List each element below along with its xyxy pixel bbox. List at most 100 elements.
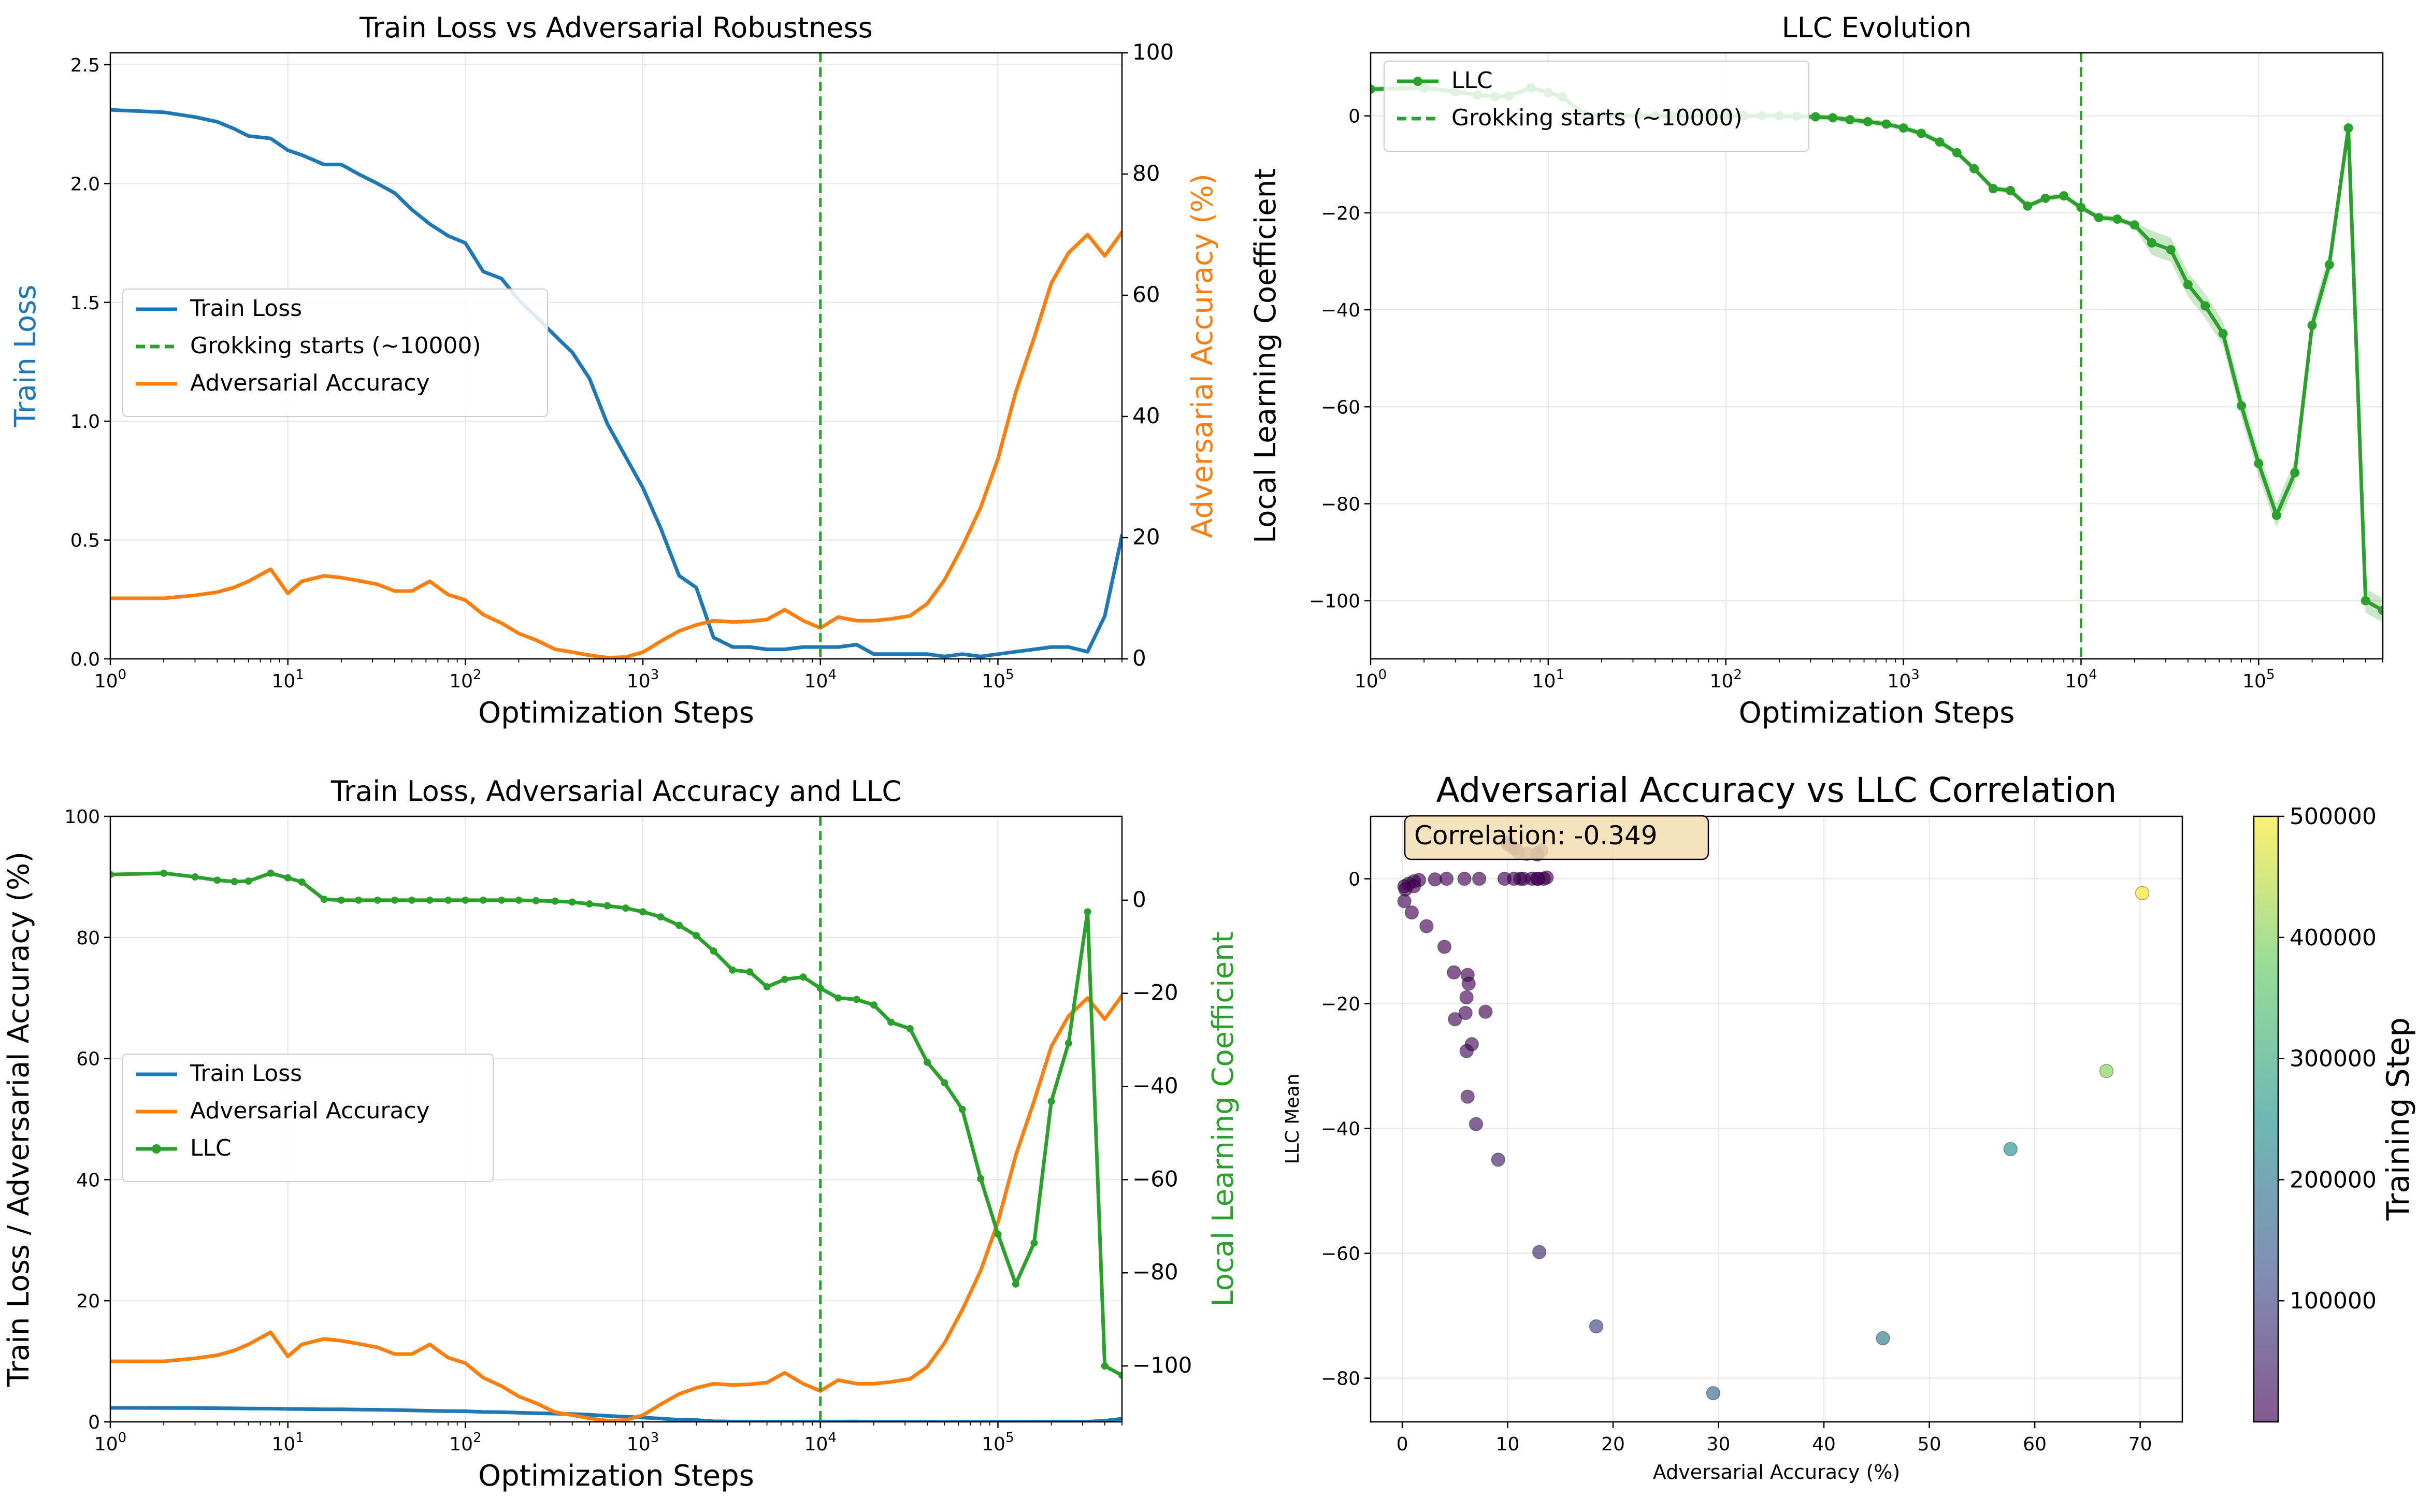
legend-marker — [152, 1144, 161, 1154]
y-right-tick-label: 20 — [1132, 524, 1160, 550]
scatter-point — [1459, 1044, 1474, 1058]
y-right-tick-label: 40 — [1132, 403, 1160, 428]
llc-marker — [2023, 201, 2033, 211]
llc-marker — [1810, 112, 1820, 122]
scatter-point — [1458, 1005, 1473, 1020]
colorbar-label: Training Step — [2380, 1017, 2416, 1221]
llc-marker — [746, 968, 754, 976]
y-right-tick-label: −100 — [1132, 1352, 1192, 1378]
legend-label: LLC — [190, 1135, 232, 1161]
y-tick-label: 0 — [88, 1412, 100, 1433]
llc-marker — [1845, 115, 1855, 125]
y-tick-label: 2.5 — [70, 55, 100, 76]
x-tick-label: 10 — [1496, 1434, 1520, 1455]
llc-marker — [1952, 148, 1962, 157]
y-tick-label: −20 — [1321, 203, 1360, 224]
llc-marker — [710, 947, 717, 955]
x-tick-label: 50 — [1918, 1434, 1941, 1455]
legend-box — [1384, 61, 1809, 152]
llc-marker — [551, 897, 559, 905]
llc-marker — [110, 871, 114, 879]
llc-marker — [1828, 113, 1838, 123]
y-axis-label: Train Loss / Adversarial Accuracy (%) — [2, 852, 36, 1387]
x-tick-label: 30 — [1707, 1434, 1731, 1455]
y-tick-label: 20 — [76, 1291, 100, 1312]
x-tick-label: 103 — [627, 1430, 659, 1455]
adversarial-accuracy-line — [110, 230, 1122, 659]
x-tick-label: 100 — [94, 667, 126, 692]
llc-marker — [603, 902, 611, 910]
y-right-tick-label: 0 — [1132, 887, 1146, 912]
llc-marker — [408, 896, 416, 904]
x-tick-label: 101 — [1532, 667, 1564, 692]
x-axis-label: Adversarial Accuracy (%) — [1653, 1461, 1900, 1484]
llc-marker — [1988, 184, 1998, 194]
colorbar-tick-label: 200000 — [2290, 1167, 2377, 1193]
llc-marker — [2094, 213, 2104, 223]
llc-marker — [444, 896, 452, 904]
chart-title: Adversarial Accuracy vs LLC Correlation — [1436, 770, 2117, 810]
llc-marker — [729, 966, 737, 974]
llc-marker — [1917, 128, 1926, 138]
llc-marker — [853, 996, 860, 1003]
llc-marker — [213, 876, 221, 884]
x-tick-label: 40 — [1812, 1434, 1836, 1455]
llc-marker — [693, 932, 700, 940]
llc-marker — [244, 877, 252, 885]
y-axis-label: LLC Mean — [1282, 1074, 1303, 1164]
llc-marker — [284, 874, 292, 882]
x-tick-label: 104 — [804, 667, 837, 692]
y-tick-label: 60 — [76, 1049, 100, 1070]
llc-marker — [191, 873, 199, 881]
llc-marker — [391, 896, 399, 904]
y-tick-label: −80 — [1321, 494, 1360, 515]
scatter-point — [1472, 871, 1487, 886]
scatter-point — [1461, 976, 1476, 991]
y-axis-label: Train Loss — [9, 285, 42, 428]
llc-marker — [298, 878, 306, 886]
scatter-point — [1491, 1153, 1505, 1167]
llc-marker — [426, 896, 434, 904]
llc-marker — [2237, 401, 2247, 411]
y-tick-label: 100 — [64, 807, 100, 828]
chart-title: LLC Evolution — [1782, 11, 1972, 44]
panel-correlation-scatter: Adversarial Accuracy vs LLC Correlation 0… — [1282, 770, 2416, 1484]
colorbar-tick-label: 500000 — [2290, 803, 2377, 830]
y-tick-label: 0.5 — [70, 530, 100, 552]
llc-group — [110, 869, 1122, 1379]
llc-marker — [994, 1230, 1002, 1238]
chart-title: Train Loss vs Adversarial Robustness — [359, 11, 873, 44]
plot-frame — [109, 52, 1123, 660]
y-axis-right-label: Adversarial Accuracy (%) — [1186, 174, 1219, 538]
llc-marker — [2343, 123, 2353, 133]
y-tick-label: 0 — [1348, 106, 1360, 127]
colorbar-tick-label: 300000 — [2290, 1046, 2377, 1072]
adversarial-accuracy-group — [110, 993, 1122, 1422]
llc-marker — [887, 1018, 895, 1026]
llc-marker — [2147, 238, 2156, 248]
y-tick-label: −100 — [1309, 591, 1360, 612]
y-tick-label: 80 — [76, 928, 100, 949]
x-tick-label: 105 — [2242, 667, 2275, 692]
y-tick-label: 0 — [1348, 869, 1360, 890]
y-right-tick-label: −20 — [1132, 980, 1178, 1005]
x-tick-label: 102 — [1710, 667, 1742, 692]
llc-marker — [639, 908, 647, 916]
y-right-tick-label: 100 — [1132, 39, 1174, 65]
scatter-point — [2099, 1063, 2114, 1078]
y-axis-right-label: Local Learning Coefficient — [1206, 931, 1240, 1306]
y-tick-label: 1.5 — [70, 293, 100, 314]
llc-marker — [1863, 117, 1873, 126]
llc-marker — [267, 869, 275, 877]
scatter-point — [1447, 965, 1461, 980]
llc-marker — [1101, 1362, 1109, 1370]
llc-marker — [1935, 137, 1945, 147]
x-tick-label: 101 — [272, 667, 304, 692]
llc-marker — [320, 896, 328, 903]
correlation-box — [1404, 815, 1709, 860]
colorbar — [2253, 815, 2279, 1423]
llc-marker — [2059, 191, 2069, 201]
legend-label: Grokking starts (~10000) — [1451, 105, 1743, 131]
llc-marker — [1881, 119, 1891, 129]
llc-marker — [834, 994, 842, 1002]
